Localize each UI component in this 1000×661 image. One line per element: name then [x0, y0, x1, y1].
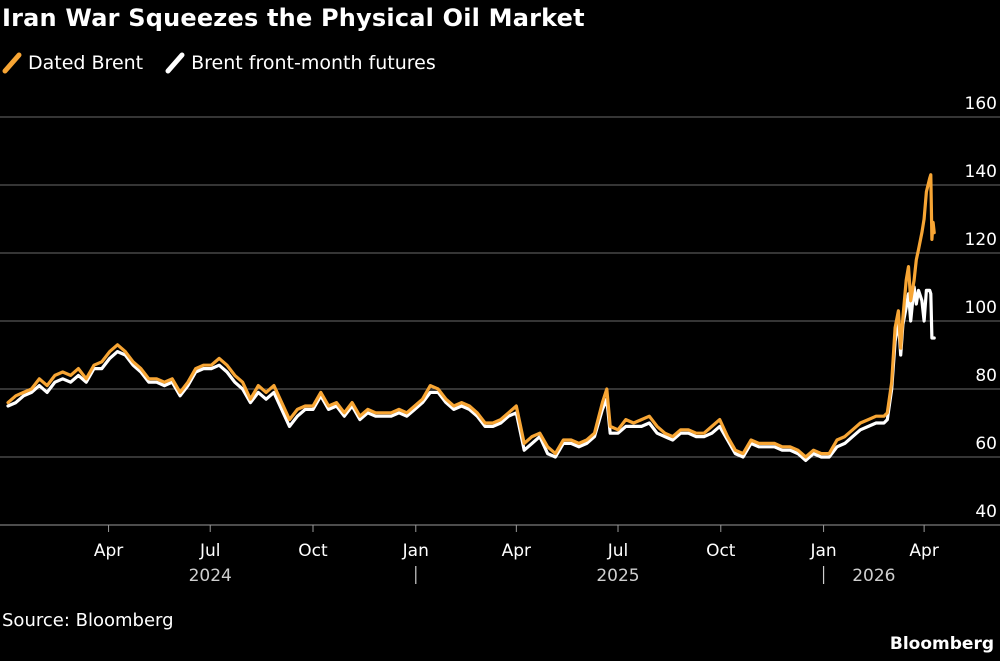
x-tick-label: Jan [809, 541, 836, 561]
y-tick-label: 60 [975, 434, 997, 454]
chart-title: Iran War Squeezes the Physical Oil Marke… [2, 4, 585, 32]
x-tick-label: Apr [502, 541, 531, 561]
legend-swatch-dated-brent [2, 52, 22, 74]
bloomberg-logo: Bloomberg [889, 634, 994, 654]
source-note: Source: Bloomberg [2, 610, 174, 631]
x-tick-label: Jan [402, 541, 429, 561]
series-line-brent-front-month-futures [6, 285, 936, 462]
legend-item-dated-brent: Dated Brent [2, 52, 143, 74]
y-tick-label: 120 [965, 230, 997, 250]
legend-label-brent-futures: Brent front-month futures [191, 52, 436, 74]
line-chart: 40 60 80 100 120 140 160 Apr Jul Oct Jan Apr Jul Oct J… [0, 94, 1000, 586]
y-tick-label: 40 [975, 502, 997, 522]
series-line-dated-brent [6, 173, 936, 459]
year-label: 2026 [852, 566, 895, 586]
y-tick-label: 80 [975, 366, 997, 386]
x-tick-label: Jul [607, 541, 629, 561]
y-tick-label: 100 [965, 298, 997, 318]
year-label: 2025 [596, 566, 639, 586]
legend-swatch-brent-futures [165, 52, 185, 74]
legend-item-brent-futures: Brent front-month futures [165, 52, 436, 74]
y-tick-label: 160 [965, 94, 997, 114]
year-label: 2024 [189, 566, 232, 586]
x-tick-label: Oct [706, 541, 736, 561]
y-tick-label: 140 [965, 162, 997, 182]
x-tick-label: Jul [199, 541, 221, 561]
legend-label-dated-brent: Dated Brent [28, 52, 144, 74]
x-tick-label: Apr [909, 541, 938, 561]
x-tick-label: Apr [94, 541, 123, 561]
x-tick-label: Oct [298, 541, 328, 561]
legend: Dated Brent Brent front-month futures [2, 50, 458, 76]
